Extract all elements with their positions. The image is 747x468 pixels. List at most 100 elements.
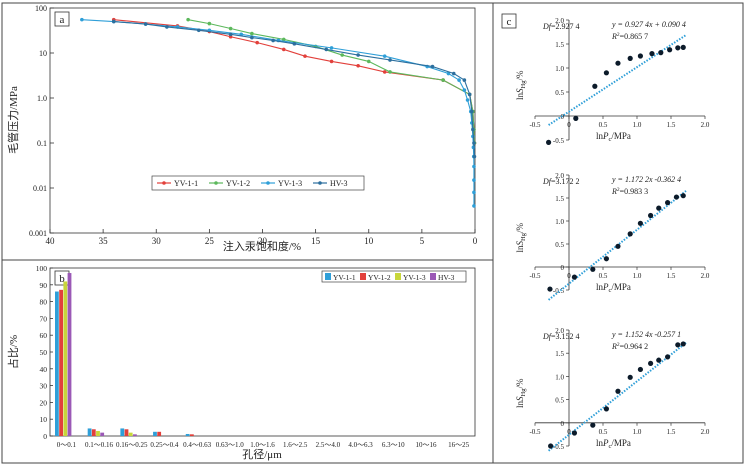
x-tick-label: 25 [205, 236, 215, 246]
data-point [207, 21, 212, 26]
bar-HV-3 [132, 434, 137, 436]
data-point [329, 59, 334, 64]
legend-swatch [430, 273, 436, 280]
y-tick-label: 1.0 [555, 65, 564, 73]
bar-YV-1-2 [189, 434, 194, 436]
y-tick-label: 100 [36, 264, 48, 273]
fit-line [547, 341, 687, 452]
data-point [665, 200, 671, 206]
y-tick-label: -0.5 [553, 137, 565, 145]
legend-label: YV-1-1 [333, 273, 356, 282]
panel-label: b [59, 273, 65, 285]
fit-line [548, 34, 687, 126]
data-point [590, 422, 596, 428]
bar-YV-1-2 [157, 431, 162, 436]
data-point [465, 98, 470, 102]
x-tick-label: 0.5 [599, 121, 608, 129]
data-point [627, 55, 633, 62]
y-tick-label: 0.1 [37, 139, 47, 148]
x-tick-label: 0 [567, 428, 571, 436]
data-point [547, 286, 553, 292]
x-tick-label: 2.0 [701, 272, 710, 280]
data-point [356, 53, 360, 57]
data-point [573, 115, 579, 121]
y-tick-label: 40 [40, 365, 48, 374]
data-point [658, 50, 664, 56]
x-tick-label: 1.5 [667, 428, 676, 436]
y-axis-title: lnSHg/% [515, 378, 527, 408]
data-point [603, 256, 610, 262]
data-point [680, 341, 686, 347]
data-point [324, 47, 329, 52]
bar-YV-1-2 [59, 289, 63, 436]
y-tick-label: 70 [40, 314, 48, 323]
y-tick-label: 30 [40, 382, 48, 391]
y-tick-label: 1.0 [555, 218, 564, 226]
data-point [271, 38, 275, 43]
data-point [627, 231, 633, 237]
data-point [366, 59, 371, 64]
y-axis-title: 毛管压力/MPa [6, 86, 20, 154]
x-tick-label: -0.5 [529, 272, 541, 280]
data-point [627, 374, 633, 380]
y-tick-label: 0 [561, 264, 565, 272]
data-point [472, 141, 476, 145]
y-tick-label: 1.5 [555, 41, 564, 49]
legend-label: YV-1-2 [226, 179, 250, 188]
legend: YV-1-1 YV-1-2 YV-1-3 HV-3 [321, 270, 467, 283]
panel-label: c [507, 16, 512, 28]
data-point [546, 139, 552, 145]
legend-marker [162, 181, 166, 185]
y-tick-label: 0.5 [555, 397, 564, 405]
data-point [303, 54, 307, 58]
data-point [457, 78, 461, 82]
x-tick-label: 0.5 [599, 272, 608, 280]
r2-annotation: R2=0.964 2 [611, 342, 648, 351]
data-point [637, 53, 644, 59]
x-tick-label: 0.5 [599, 428, 608, 436]
data-point [250, 31, 254, 36]
y-tick-label: -0.5 [553, 443, 565, 451]
y-tick-label: 90 [40, 281, 48, 290]
x-tick-label: 1.0 [633, 272, 642, 280]
data-point [356, 63, 360, 68]
legend-marker [214, 181, 218, 185]
x-axis-title: lnPc/MPa [596, 438, 631, 450]
data-point [292, 42, 297, 46]
x-axis-title: 孔径/μm [242, 448, 282, 461]
x-tick-label: 1.5 [667, 121, 676, 129]
legend-label: HV-3 [330, 179, 347, 188]
legend-swatch [395, 273, 401, 280]
scatter-plot-3: -0.5-0.5000.50.51.01.01.51.52.02.0lnPc/M… [515, 327, 710, 452]
legend: YV-1-1 YV-1-2 YV-1-3 HV-3 [151, 175, 365, 191]
x-axis-title: lnPc/MPa [596, 282, 631, 294]
y-tick-label: 2.0 [555, 327, 564, 335]
x-tick-label: 1.0 [633, 428, 642, 436]
x-tick-label: 2.0 [701, 121, 710, 129]
data-point [472, 164, 476, 169]
data-point [592, 83, 598, 89]
legend-swatch [325, 273, 331, 280]
scatter-plot-2: -0.5-0.5000.50.51.01.01.51.52.02.0lnPc/M… [515, 172, 710, 301]
y-tick-label: 1.0 [37, 94, 47, 103]
y-tick-label: 0.5 [555, 241, 564, 249]
y-tick-label: 0 [561, 420, 565, 428]
data-point [649, 51, 655, 57]
x-tick-label: 0.1～0.16 [85, 441, 113, 449]
y-tick-label: 0 [43, 432, 47, 441]
y-tick-label: 1.0 [555, 373, 564, 381]
x-axis-title: 注入汞饱和度/% [223, 239, 301, 253]
panel-a: a 40 35 30 25 20 15 10 5 0 100 10 1.0 0.1 0.01 0.001 注… [6, 4, 478, 253]
x-tick-label: 0 [473, 236, 478, 246]
df-annotation: Df=3.152 4 [542, 332, 580, 341]
y-tick-label: 100 [35, 4, 47, 13]
data-point [472, 154, 477, 159]
bar-YV-1-2 [124, 429, 129, 436]
y-axis-title: lnSHg/% [515, 223, 527, 253]
data-point [196, 28, 201, 33]
bar-YV-1-1 [153, 431, 157, 436]
data-point [186, 17, 190, 22]
bar-YV-1-2 [91, 429, 96, 436]
x-tick-label: 0～0.1 [57, 441, 77, 449]
